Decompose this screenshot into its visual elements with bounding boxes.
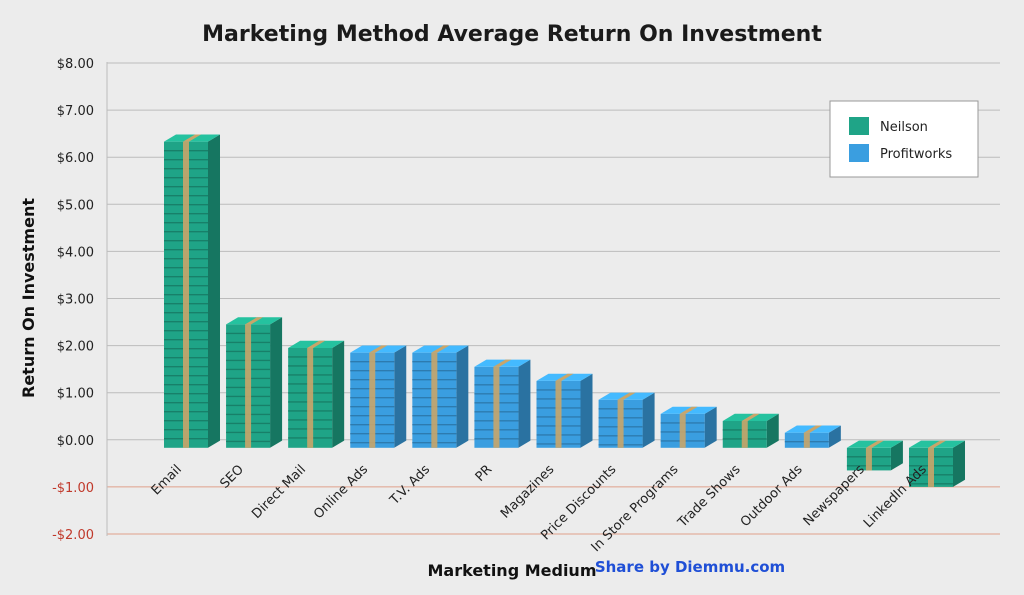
y-tick-label: $5.00 xyxy=(57,198,94,213)
legend-swatch-profitworks xyxy=(849,144,869,162)
category-label: Newspapers xyxy=(801,462,868,529)
y-tick-label: $7.00 xyxy=(57,104,94,119)
bar xyxy=(722,413,779,448)
bar-side xyxy=(704,406,717,448)
bar-band-top xyxy=(617,392,636,400)
bar-band-top xyxy=(369,345,388,353)
bar xyxy=(660,406,717,448)
legend-label-neilson: Neilson xyxy=(880,120,928,135)
bar-side xyxy=(890,440,903,471)
watermark-text: Share by Diemmu.com xyxy=(595,558,785,576)
chart-title: Marketing Method Average Return On Inves… xyxy=(202,22,822,47)
bar-side xyxy=(394,345,407,448)
bar-band xyxy=(865,447,872,471)
category-label: PR xyxy=(473,462,496,485)
bar xyxy=(536,373,593,448)
bar-band-top xyxy=(555,373,574,381)
y-axis-ticks: $8.00 $7.00 $6.00 $5.00 $4.00 $3.00 $2.00 $1.00… xyxy=(52,57,94,543)
y-tick-label: $2.00 xyxy=(57,340,94,355)
x-axis-title: Marketing Medium xyxy=(428,561,597,580)
bar-side xyxy=(580,373,593,448)
bar xyxy=(909,440,965,487)
y-tick-label: $3.00 xyxy=(57,293,94,308)
bar-side xyxy=(518,359,531,448)
bar-band-top xyxy=(307,340,326,348)
bar-band-top xyxy=(741,413,760,421)
bar xyxy=(288,340,345,448)
bar xyxy=(474,359,531,448)
category-label: Magazines xyxy=(498,462,557,521)
bar-side xyxy=(332,340,345,448)
y-tick-label: $0.00 xyxy=(57,434,94,449)
y-axis-title: Return On Investment xyxy=(19,198,38,398)
bar-side xyxy=(828,425,841,448)
bar-band xyxy=(183,141,189,448)
category-label: Online Ads xyxy=(311,462,371,522)
bar-band-top xyxy=(679,406,698,414)
bar xyxy=(164,134,220,448)
category-label: Email xyxy=(149,462,185,498)
bar-band xyxy=(369,352,376,448)
category-label: LinkedIn Ads xyxy=(861,462,930,531)
bar xyxy=(226,317,283,448)
bar-band-top xyxy=(865,440,884,448)
legend-swatch-neilson xyxy=(849,117,869,135)
bar xyxy=(846,440,903,471)
bar-band-top xyxy=(245,317,264,325)
y-tick-label: $1.00 xyxy=(57,387,94,402)
bar-band xyxy=(245,324,252,448)
bar xyxy=(350,345,407,448)
legend-box xyxy=(829,100,979,178)
category-label: T.V. Ads xyxy=(387,462,434,509)
bar-side xyxy=(642,392,655,448)
bar-band-top xyxy=(493,359,512,367)
bar-band xyxy=(803,432,810,448)
y-tick-label: $6.00 xyxy=(57,151,94,166)
bar xyxy=(412,345,469,448)
category-label: Direct Mail xyxy=(249,462,309,522)
bar-band xyxy=(928,447,934,487)
category-label: Trade Shows xyxy=(675,462,744,531)
y-tick-label: $4.00 xyxy=(57,245,94,260)
category-label: Outdoor Ads xyxy=(738,462,806,530)
bar-band xyxy=(555,380,562,448)
bar-band xyxy=(307,347,314,448)
bar-band xyxy=(741,420,748,448)
bar xyxy=(598,392,655,448)
bar-band xyxy=(431,352,438,448)
bar-band-top xyxy=(183,134,201,142)
y-tick-label: -$1.00 xyxy=(52,481,94,496)
bar-band-top xyxy=(928,440,946,448)
bar-side xyxy=(766,413,779,448)
category-labels: Email SEO Direct Mail Online Ads T.V. Ads PR M… xyxy=(149,462,930,555)
bar-side xyxy=(953,440,965,487)
bar-band xyxy=(679,413,686,448)
bar-side xyxy=(270,317,283,448)
bar-side xyxy=(208,134,220,448)
bar-band-top xyxy=(431,345,450,353)
bars xyxy=(164,134,965,487)
bar-side xyxy=(456,345,469,448)
legend: Neilson Profitworks xyxy=(829,100,979,178)
bar-band xyxy=(617,399,624,448)
bar xyxy=(784,425,841,448)
bar-band-top xyxy=(803,425,822,433)
y-tick-label: $8.00 xyxy=(57,57,94,72)
bar-band xyxy=(493,366,500,448)
y-tick-label: -$2.00 xyxy=(52,528,94,543)
legend-label-profitworks: Profitworks xyxy=(880,147,952,162)
